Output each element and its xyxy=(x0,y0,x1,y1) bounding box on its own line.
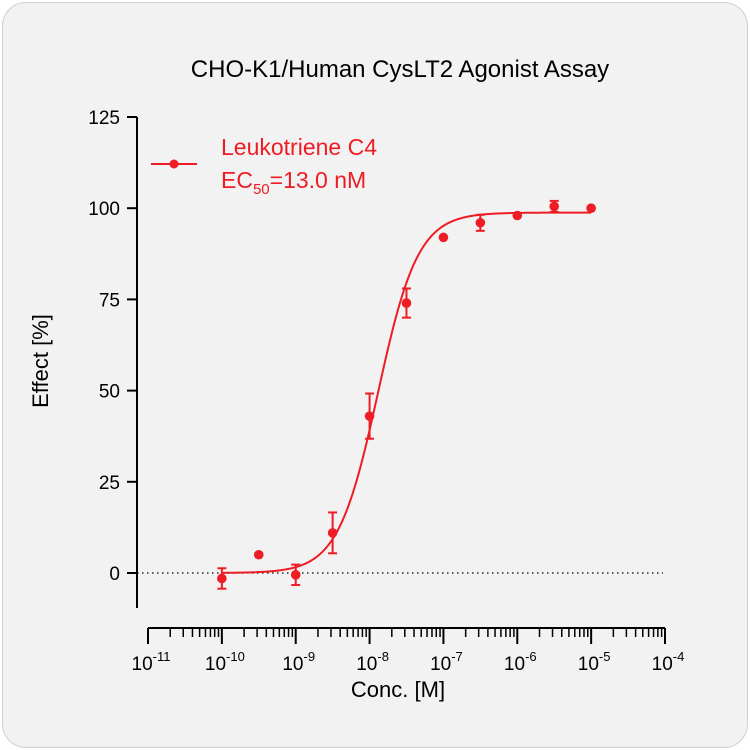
data-point xyxy=(549,199,559,213)
data-points xyxy=(217,199,596,590)
data-point xyxy=(401,287,412,319)
point-marker xyxy=(549,201,559,212)
data-point xyxy=(364,392,375,440)
point-marker xyxy=(217,573,227,584)
x-tick-label: 10-11 xyxy=(132,649,171,675)
x-tick-label: 10-4 xyxy=(652,649,685,675)
point-marker xyxy=(401,298,412,308)
y-tick-label: 125 xyxy=(88,108,120,129)
fit-curve xyxy=(221,211,592,574)
y-axis-label: Effect [%] xyxy=(28,314,53,408)
point-marker xyxy=(290,570,301,580)
data-point xyxy=(586,203,596,213)
legend: Leukotriene C4 EC50=13.0 nM xyxy=(151,134,377,198)
x-tick-label: 10-8 xyxy=(356,649,389,675)
y-axis: 0 25 50 75 100 125 xyxy=(88,108,138,608)
point-marker xyxy=(475,217,486,228)
x-tick-label: 10-10 xyxy=(205,649,245,675)
data-point xyxy=(512,210,523,221)
fit-curve-layer xyxy=(221,211,592,574)
legend-ec50-label: EC50=13.0 nM xyxy=(221,167,366,198)
data-point xyxy=(253,549,264,560)
y-tick-label: 50 xyxy=(99,382,120,403)
x-axis: 10-11 10-10 10-9 10-8 10-7 10-6 10-5 10-4 xyxy=(132,627,685,675)
point-marker xyxy=(586,203,596,213)
point-marker xyxy=(327,528,338,538)
chart-title: CHO-K1/Human CysLT2 Agonist Assay xyxy=(191,56,609,83)
x-tick-label: 10-5 xyxy=(578,649,611,675)
x-tick-label: 10-7 xyxy=(430,649,463,675)
x-tick-label: 10-6 xyxy=(504,649,537,675)
data-point xyxy=(438,232,449,243)
point-marker xyxy=(253,549,264,560)
x-tick-label: 10-9 xyxy=(282,649,315,675)
y-tick-label: 0 xyxy=(109,564,120,585)
y-tick-label: 100 xyxy=(88,199,120,220)
point-marker xyxy=(438,232,449,243)
data-point xyxy=(217,567,227,590)
legend-series-name: Leukotriene C4 xyxy=(221,134,377,160)
data-point xyxy=(290,563,301,587)
data-point xyxy=(327,511,338,555)
y-tick-label: 75 xyxy=(99,290,120,311)
y-tick-label: 25 xyxy=(99,473,120,494)
data-point xyxy=(475,213,486,232)
legend-marker xyxy=(169,159,179,169)
point-marker xyxy=(512,210,523,221)
point-marker xyxy=(364,411,375,421)
x-axis-label: Conc. [M] xyxy=(351,677,445,702)
